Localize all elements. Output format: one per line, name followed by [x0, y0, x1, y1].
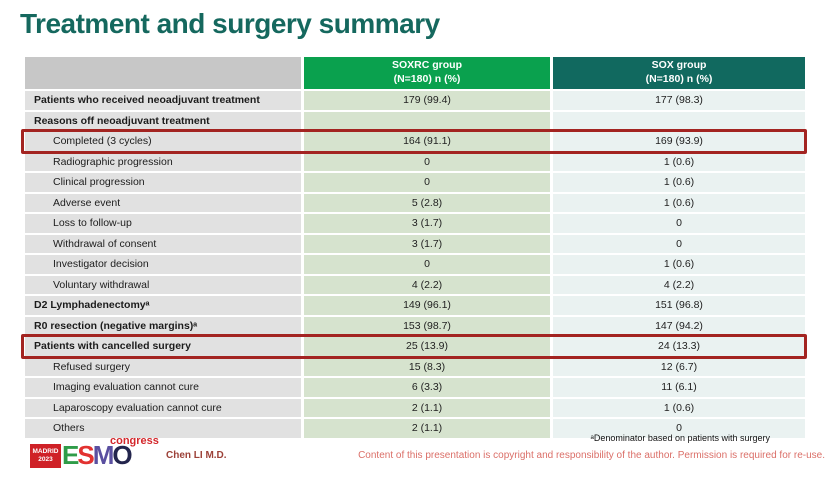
madrid-2023-logo: MADRID 2023	[30, 444, 61, 468]
row-label: Completed (3 cycles)	[25, 132, 301, 151]
table-row: Imaging evaluation cannot cure 6 (3.3) 11 …	[25, 378, 805, 397]
table-row: Patients who received neoadjuvant treatm…	[25, 91, 805, 110]
column-header-sox: SOX group (N=180) n (%)	[553, 57, 805, 89]
soxrc-value: 164 (91.1)	[304, 132, 550, 151]
sox-value: 151 (96.8)	[553, 296, 805, 315]
table-row: Laparoscopy evaluation cannot cure 2 (1.1…	[25, 398, 805, 417]
sox-value: 24 (13.3)	[553, 337, 805, 356]
soxrc-value	[304, 111, 550, 130]
sox-value: 177 (98.3)	[553, 91, 805, 110]
table-row: Patients with cancelled surgery 25 (13.9)…	[25, 337, 805, 356]
slide-title: Treatment and surgery summary	[20, 8, 440, 39]
row-label: Laparoscopy evaluation cannot cure	[25, 398, 301, 417]
row-label: Adverse event	[25, 193, 301, 212]
row-label: Loss to follow-up	[25, 214, 301, 233]
row-label: Clinical progression	[25, 173, 301, 192]
soxrc-value: 149 (96.1)	[304, 296, 550, 315]
soxrc-value: 25 (13.9)	[304, 337, 550, 356]
soxrc-value: 153 (98.7)	[304, 316, 550, 335]
soxrc-value: 3 (1.7)	[304, 234, 550, 253]
table-row: Investigator decision 0 1 (0.6)	[25, 255, 805, 274]
row-label: R0 resection (negative margins)ᵃ	[25, 316, 301, 335]
table-header-row: SOXRC group (N=180) n (%) SOX group (N=1…	[25, 57, 805, 89]
esmo-letter-e: E	[62, 440, 79, 470]
denominator-footnote: ᵃDenominator based on patients with surg…	[590, 433, 770, 443]
sox-group-sublabel: (N=180) n (%)	[645, 73, 713, 85]
sox-value: 1 (0.6)	[553, 152, 805, 171]
row-label: Voluntary withdrawal	[25, 275, 301, 294]
soxrc-group-sublabel: (N=180) n (%)	[393, 73, 461, 85]
row-label: Refused surgery	[25, 357, 301, 376]
table-row: Clinical progression 0 1 (0.6)	[25, 173, 805, 192]
treatment-surgery-table: SOXRC group (N=180) n (%) SOX group (N=1…	[21, 57, 807, 440]
soxrc-value: 0	[304, 255, 550, 274]
sox-value	[553, 111, 805, 130]
copyright-notice: Content of this presentation is copyrigh…	[358, 450, 825, 461]
author-name: Chen LI M.D.	[166, 450, 227, 461]
soxrc-value: 0	[304, 173, 550, 192]
table-row: Adverse event 5 (2.8) 1 (0.6)	[25, 193, 805, 212]
soxrc-group-label: SOXRC group	[392, 59, 462, 72]
soxrc-value: 3 (1.7)	[304, 214, 550, 233]
sox-group-label: SOX group	[651, 59, 707, 72]
soxrc-value: 0	[304, 152, 550, 171]
soxrc-value: 5 (2.8)	[304, 193, 550, 212]
sox-value: 1 (0.6)	[553, 193, 805, 212]
soxrc-value: 6 (3.3)	[304, 378, 550, 397]
row-label: D2 Lymphadenectomyᵃ	[25, 296, 301, 315]
soxrc-value: 15 (8.3)	[304, 357, 550, 376]
esmo-letter-s: S	[77, 440, 94, 470]
table-row: Voluntary withdrawal 4 (2.2) 4 (2.2)	[25, 275, 805, 294]
sox-value: 169 (93.9)	[553, 132, 805, 151]
row-label: Reasons off neoadjuvant treatment	[25, 111, 301, 130]
table-body: Patients who received neoadjuvant treatm…	[25, 91, 805, 438]
row-label: Radiographic progression	[25, 152, 301, 171]
sox-value: 1 (0.6)	[553, 398, 805, 417]
table-row: R0 resection (negative margins)ᵃ 153 (98.…	[25, 316, 805, 335]
congress-label: congress	[110, 435, 159, 447]
sox-value: 147 (94.2)	[553, 316, 805, 335]
column-header-soxrc: SOXRC group (N=180) n (%)	[304, 57, 550, 89]
sox-value: 0	[553, 214, 805, 233]
row-label: Investigator decision	[25, 255, 301, 274]
table-row: Radiographic progression 0 1 (0.6)	[25, 152, 805, 171]
sox-value: 11 (6.1)	[553, 378, 805, 397]
row-label: Patients who received neoadjuvant treatm…	[25, 91, 301, 110]
column-header-empty	[25, 57, 301, 89]
soxrc-value: 179 (99.4)	[304, 91, 550, 110]
table-row: Others 2 (1.1) 0	[25, 419, 805, 438]
soxrc-value: 2 (1.1)	[304, 419, 550, 438]
madrid-year-label: 2023	[38, 456, 53, 463]
row-label: Others	[25, 419, 301, 438]
sox-value: 0	[553, 419, 805, 438]
row-label: Withdrawal of consent	[25, 234, 301, 253]
table-row: Refused surgery 15 (8.3) 12 (6.7)	[25, 357, 805, 376]
row-label: Imaging evaluation cannot cure	[25, 378, 301, 397]
row-label: Patients with cancelled surgery	[25, 337, 301, 356]
sox-value: 4 (2.2)	[553, 275, 805, 294]
soxrc-value: 4 (2.2)	[304, 275, 550, 294]
table-row: Withdrawal of consent 3 (1.7) 0	[25, 234, 805, 253]
table-row: Loss to follow-up 3 (1.7) 0	[25, 214, 805, 233]
madrid-city-label: MADRID	[32, 448, 59, 456]
esmo-letter-m: M	[92, 440, 115, 470]
sox-value: 12 (6.7)	[553, 357, 805, 376]
sox-value: 1 (0.6)	[553, 255, 805, 274]
table-row: D2 Lymphadenectomyᵃ 149 (96.1) 151 (96.8)	[25, 296, 805, 315]
table-row: Completed (3 cycles) 164 (91.1) 169 (93.9)	[25, 132, 805, 151]
sox-value: 0	[553, 234, 805, 253]
esmo-letter-o: O	[112, 440, 132, 470]
soxrc-value: 2 (1.1)	[304, 398, 550, 417]
esmo-logo: ESMO	[62, 440, 133, 471]
table-row: Reasons off neoadjuvant treatment	[25, 111, 805, 130]
sox-value: 1 (0.6)	[553, 173, 805, 192]
